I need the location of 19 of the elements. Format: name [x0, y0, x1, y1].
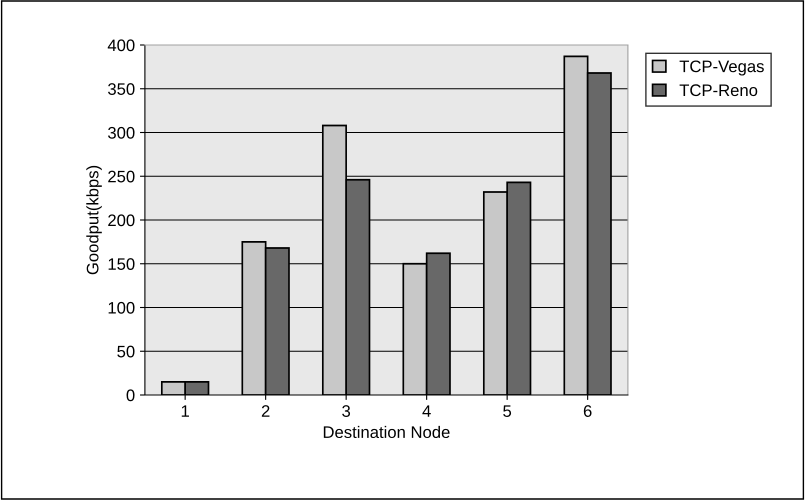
- y-tick-label: 150: [108, 258, 135, 270]
- y-tick-label: 50: [117, 346, 135, 358]
- x-tick-label: 4: [422, 405, 431, 417]
- y-tick-label: 200: [108, 214, 135, 226]
- y-tick-label: 350: [108, 83, 135, 95]
- x-tick-label: 3: [342, 405, 350, 417]
- legend-label: TCP-Vegas: [680, 60, 764, 76]
- y-tick-label: 100: [108, 302, 135, 314]
- x-tick-label: 5: [503, 405, 512, 417]
- y-tick-label: 250: [108, 170, 135, 182]
- y-tick-label: 0: [126, 389, 135, 402]
- x-tick-label: 1: [182, 405, 189, 417]
- y-tick-label: 300: [108, 126, 135, 139]
- x-tick-label: 6: [584, 405, 592, 417]
- y-tick-label: 400: [108, 39, 135, 52]
- y-axis-title: Goodput(kbps): [86, 166, 102, 274]
- x-axis-title: Destination Node: [324, 426, 450, 438]
- x-tick-label: 2: [262, 405, 270, 417]
- legend-label: TCP-Reno: [680, 84, 758, 96]
